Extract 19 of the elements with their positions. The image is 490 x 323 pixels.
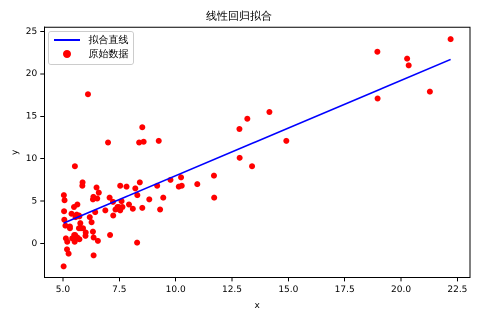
x-tick-label: 12.5 [222,285,242,296]
x-tick-label: 10.0 [166,285,186,296]
y-tick-label: 15 [26,112,38,122]
legend-label: 拟合直线 [88,35,128,46]
x-tick-label: 20.0 [391,285,412,296]
x-tick-label: 22.5 [447,285,468,296]
chart-title: 线性回归拟合 [206,9,272,22]
y-tick-label: 10 [26,154,38,164]
y-tick-label: 20 [26,69,38,80]
x-tick-label: 17.5 [334,285,355,296]
y-tick-label: 25 [26,26,38,37]
y-axis-title: y [10,148,21,155]
x-tick-label: 5.0 [56,285,70,296]
y-tick-label: 5 [32,196,38,206]
x-axis-title: x [254,300,260,311]
x-tick-label: 7.5 [112,285,126,296]
x-tick-label: 15.0 [278,285,299,296]
legend-label: 原始数据 [88,49,128,60]
y-tick-label: 0 [32,238,38,249]
